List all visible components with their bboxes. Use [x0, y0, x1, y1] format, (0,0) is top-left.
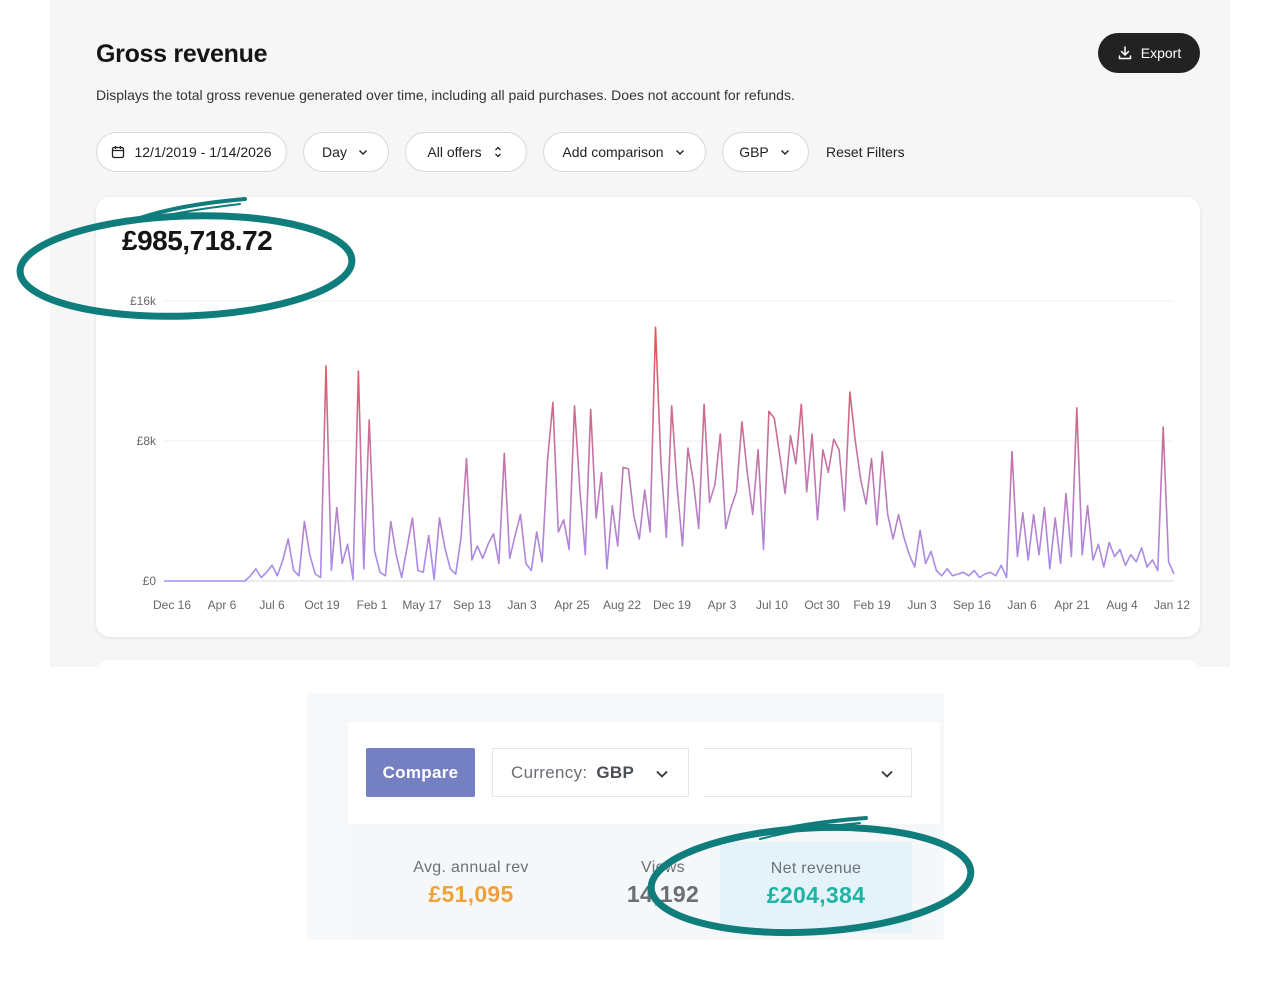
x-tick-label: Apr 3	[708, 598, 737, 612]
x-tick-label: Feb 1	[357, 598, 388, 612]
x-tick-label: Jul 6	[259, 598, 285, 612]
stat-value: £204,384	[766, 882, 866, 908]
stat-net-revenue: Net revenue £204,384	[736, 860, 896, 909]
y-tick-label: £0	[143, 574, 157, 588]
x-tick-label: Oct 30	[804, 598, 840, 612]
x-tick-label: Jan 6	[1007, 598, 1037, 612]
stat-value: 14,192	[626, 881, 700, 907]
export-button[interactable]: Export	[1098, 33, 1200, 73]
date-range-label: 12/1/2019 - 1/14/2026	[134, 144, 272, 160]
y-tick-label: £16k	[130, 294, 157, 308]
x-tick-label: Dec 19	[653, 598, 691, 612]
export-label: Export	[1140, 45, 1182, 61]
revenue-series-line	[164, 326, 1175, 582]
gross-revenue-panel: Gross revenue Displays the total gross r…	[50, 0, 1230, 680]
granularity-select[interactable]: Day	[303, 132, 389, 172]
x-tick-label: Apr 21	[1054, 598, 1090, 612]
download-icon	[1118, 46, 1132, 60]
add-comparison-label: Add comparison	[562, 144, 664, 160]
x-tick-label: Aug 4	[1106, 598, 1138, 612]
calendar-icon	[112, 146, 125, 159]
currency-filter-label: GBP	[739, 144, 769, 160]
add-comparison-select[interactable]: Add comparison	[543, 132, 706, 172]
x-tick-label: Jan 12	[1154, 598, 1190, 612]
currency-select-label: Currency:	[511, 762, 588, 782]
chevron-down-icon	[881, 770, 893, 778]
comparison-panel: Compare Currency: GBP Avg. annual rev £5…	[307, 693, 944, 940]
chevron-down-icon	[780, 150, 789, 155]
x-tick-label: Apr 6	[208, 598, 237, 612]
x-tick-label: May 17	[402, 598, 442, 612]
chevron-down-icon	[675, 150, 684, 155]
chevron-down-icon	[358, 150, 367, 155]
offers-label: All offers	[427, 144, 482, 160]
stat-label: Views	[641, 859, 685, 876]
next-card-edge	[96, 660, 1200, 680]
date-range-filter[interactable]: 12/1/2019 - 1/14/2026	[96, 132, 287, 172]
stat-avg-annual-rev: Avg. annual rev £51,095	[391, 859, 551, 908]
x-tick-label: Jul 10	[756, 598, 788, 612]
x-tick-label: Sep 13	[453, 598, 491, 612]
x-tick-label: Apr 25	[554, 598, 590, 612]
stat-views: Views 14,192	[603, 859, 723, 908]
reset-filters-link[interactable]: Reset Filters	[826, 144, 905, 160]
currency-filter[interactable]: GBP	[722, 132, 809, 172]
x-tick-label: Sep 16	[953, 598, 991, 612]
currency-select[interactable]: Currency: GBP	[492, 748, 689, 797]
secondary-select[interactable]	[704, 748, 912, 797]
chevron-updown-icon	[494, 146, 501, 158]
stat-label: Avg. annual rev	[413, 859, 529, 876]
x-tick-label: Aug 22	[603, 598, 641, 612]
x-tick-label: Dec 16	[153, 598, 191, 612]
x-tick-label: Feb 19	[853, 598, 891, 612]
y-tick-label: £8k	[137, 434, 157, 448]
x-tick-label: Oct 19	[304, 598, 340, 612]
x-tick-label: Jan 3	[507, 598, 537, 612]
granularity-label: Day	[322, 144, 347, 160]
page-title: Gross revenue	[96, 40, 268, 68]
offers-select[interactable]: All offers	[405, 132, 527, 172]
compare-button[interactable]: Compare	[366, 748, 475, 797]
stat-value: £51,095	[428, 881, 514, 907]
page-subtitle: Displays the total gross revenue generat…	[96, 87, 795, 103]
x-tick-label: Jun 3	[907, 598, 937, 612]
revenue-chart-card: £985,718.72 £0 £8k £16k Dec 16 Apr 6 Jul 6 Oc…	[96, 197, 1200, 637]
revenue-line-chart: £0 £8k £16k Dec 16 Apr 6 Jul 6 Oct 19 Feb 1 May…	[130, 294, 1190, 612]
chevron-down-icon	[656, 770, 668, 778]
stat-label: Net revenue	[770, 860, 862, 877]
currency-select-value: GBP	[596, 762, 635, 782]
